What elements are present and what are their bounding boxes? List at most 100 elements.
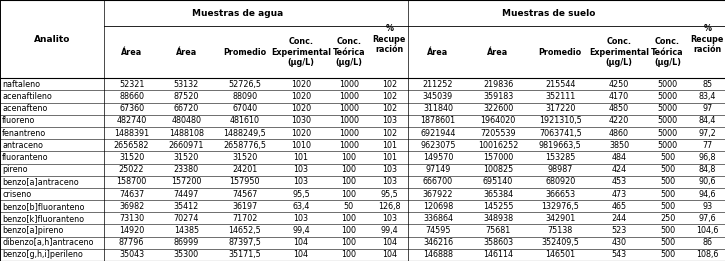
Text: 75138: 75138: [547, 226, 573, 235]
Text: 95,5: 95,5: [381, 189, 398, 199]
Text: 97149: 97149: [426, 165, 451, 174]
Text: Área: Área: [427, 48, 449, 57]
Text: 366653: 366653: [545, 189, 576, 199]
Text: 157950: 157950: [229, 177, 260, 186]
Text: 31520: 31520: [232, 153, 257, 162]
Text: 345039: 345039: [423, 92, 453, 101]
Text: 367922: 367922: [423, 189, 453, 199]
Text: 1000: 1000: [339, 116, 359, 126]
Text: 1030: 1030: [291, 116, 311, 126]
Text: 100: 100: [341, 250, 356, 259]
Text: 500: 500: [660, 165, 675, 174]
Text: 484: 484: [611, 153, 626, 162]
Text: 1020: 1020: [291, 129, 311, 138]
Text: 2656582: 2656582: [114, 141, 149, 150]
Text: 336864: 336864: [423, 214, 453, 223]
Text: 77: 77: [703, 141, 713, 150]
Text: 52726,5: 52726,5: [228, 80, 261, 89]
Text: Conc.
Teórica
(μg/L): Conc. Teórica (μg/L): [333, 37, 365, 67]
Text: 71702: 71702: [232, 214, 257, 223]
Text: 52321: 52321: [119, 80, 144, 89]
Text: 99,4: 99,4: [381, 226, 398, 235]
Text: 317220: 317220: [545, 104, 576, 113]
Text: Promedio: Promedio: [539, 48, 582, 57]
Text: 10016252: 10016252: [478, 141, 518, 150]
Text: 9819663,5: 9819663,5: [539, 141, 581, 150]
Text: 219836: 219836: [483, 80, 513, 89]
Text: 63,4: 63,4: [292, 202, 310, 211]
Text: 24201: 24201: [232, 165, 257, 174]
Text: 120698: 120698: [423, 202, 453, 211]
Text: 1878601: 1878601: [420, 116, 455, 126]
Text: 145255: 145255: [483, 202, 513, 211]
Text: 1000: 1000: [339, 141, 359, 150]
Text: 100: 100: [341, 238, 356, 247]
Text: Conc.
Teórica
(μg/L): Conc. Teórica (μg/L): [651, 37, 684, 67]
Text: 102: 102: [382, 104, 397, 113]
Text: 36197: 36197: [232, 202, 257, 211]
Text: 35171,5: 35171,5: [228, 250, 261, 259]
Text: 500: 500: [660, 189, 675, 199]
Text: 100: 100: [341, 177, 356, 186]
Text: pireno: pireno: [2, 165, 28, 174]
Text: 2658776,5: 2658776,5: [223, 141, 266, 150]
Text: 666700: 666700: [423, 177, 453, 186]
Text: 342901: 342901: [545, 214, 576, 223]
Text: 500: 500: [660, 153, 675, 162]
Text: benzo[k]fluoranteno: benzo[k]fluoranteno: [2, 214, 84, 223]
Text: Área: Área: [175, 48, 197, 57]
Text: 101: 101: [294, 153, 309, 162]
Text: 67040: 67040: [232, 104, 257, 113]
Text: 31520: 31520: [174, 153, 199, 162]
Text: 4860: 4860: [609, 129, 629, 138]
Text: 146501: 146501: [545, 250, 576, 259]
Text: 5000: 5000: [658, 104, 678, 113]
Text: 7063741,5: 7063741,5: [539, 129, 581, 138]
Text: 104: 104: [294, 250, 309, 259]
Text: 1000: 1000: [339, 129, 359, 138]
Text: 1020: 1020: [291, 80, 311, 89]
Text: 430: 430: [611, 238, 626, 247]
Text: 86999: 86999: [174, 238, 199, 247]
Text: 365384: 365384: [483, 189, 513, 199]
Text: %
Recupe
ración: % Recupe ración: [373, 24, 406, 54]
Text: antraceno: antraceno: [2, 141, 43, 150]
Text: 244: 244: [611, 214, 626, 223]
Text: 73130: 73130: [119, 214, 144, 223]
Text: 100: 100: [341, 153, 356, 162]
Text: 101: 101: [382, 153, 397, 162]
Text: 149570: 149570: [423, 153, 453, 162]
Text: 25022: 25022: [119, 165, 144, 174]
Text: 96,8: 96,8: [699, 153, 716, 162]
Text: 97,6: 97,6: [698, 214, 716, 223]
Text: 523: 523: [611, 226, 626, 235]
Text: 97,2: 97,2: [698, 129, 716, 138]
Text: 4250: 4250: [609, 80, 629, 89]
Text: 74497: 74497: [174, 189, 199, 199]
Text: 50: 50: [344, 202, 354, 211]
Text: benzo[a]antraceno: benzo[a]antraceno: [2, 177, 79, 186]
Text: 35300: 35300: [174, 250, 199, 259]
Text: 14385: 14385: [174, 226, 199, 235]
Text: 5000: 5000: [658, 141, 678, 150]
Text: 35412: 35412: [174, 202, 199, 211]
Text: 352111: 352111: [545, 92, 576, 101]
Text: 157200: 157200: [171, 177, 202, 186]
Text: 83,4: 83,4: [699, 92, 716, 101]
Text: 1000: 1000: [339, 80, 359, 89]
Text: 90,6: 90,6: [699, 177, 716, 186]
Text: 99,4: 99,4: [292, 226, 310, 235]
Text: 87397,5: 87397,5: [228, 238, 261, 247]
Text: 543: 543: [611, 250, 626, 259]
Text: 500: 500: [660, 238, 675, 247]
Text: 500: 500: [660, 250, 675, 259]
Text: 5000: 5000: [658, 129, 678, 138]
Text: 102: 102: [382, 92, 397, 101]
Text: 500: 500: [660, 226, 675, 235]
Text: 6921944: 6921944: [420, 129, 456, 138]
Text: 1020: 1020: [291, 104, 311, 113]
Text: 104: 104: [382, 238, 397, 247]
Text: 104: 104: [294, 238, 309, 247]
Text: 352409,5: 352409,5: [542, 238, 579, 247]
Text: 4220: 4220: [609, 116, 629, 126]
